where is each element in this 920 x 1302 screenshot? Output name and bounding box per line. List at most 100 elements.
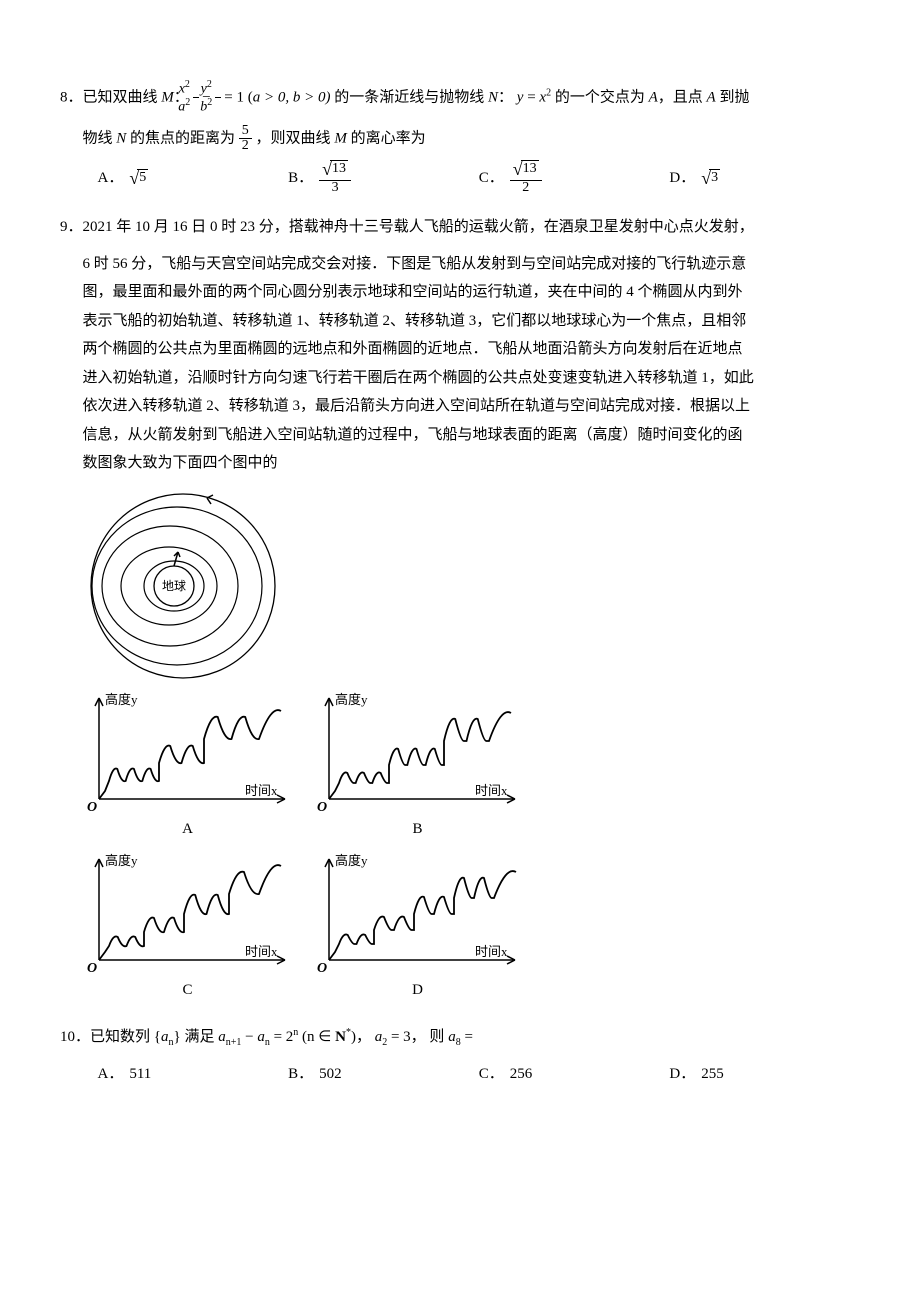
q8-text: ，且点	[658, 89, 707, 105]
fraction-5-2: 52	[239, 124, 252, 154]
chart-label-d: D	[313, 976, 523, 1005]
svg-text:O: O	[317, 800, 327, 815]
q8-text: 已知双曲线	[83, 89, 162, 105]
eq3: = 3	[387, 1029, 410, 1045]
sqrt-5: √5	[129, 169, 148, 187]
N-bold: N	[335, 1029, 346, 1045]
opt-label: C．	[479, 1060, 504, 1089]
svg-text:高度y: 高度y	[335, 692, 368, 707]
q8-stem-line1: 8．已知双曲线 M： x2a2 − y2b2 = 1 (a > 0, b > 0…	[60, 80, 860, 116]
var-A: A	[707, 89, 716, 105]
opt-label: B．	[288, 1060, 313, 1089]
opt-val: 502	[319, 1060, 342, 1089]
q10-option-d[interactable]: D． 255	[669, 1060, 860, 1089]
opt-label: D．	[669, 1060, 695, 1089]
chart-label-a: A	[83, 815, 293, 844]
orbit-diagram: 地球	[83, 486, 283, 686]
q8-text: ：	[498, 89, 513, 105]
eq: =	[270, 1029, 286, 1045]
var-A: A	[649, 89, 658, 105]
opt-label: A．	[98, 164, 124, 193]
svg-text:时间x: 时间x	[245, 783, 278, 798]
q9-line5: 两个椭圆的公共点为里面椭圆的远地点和外面椭圆的近地点．飞船从地面沿箭头方向发射后…	[60, 335, 860, 364]
svg-text:O: O	[317, 961, 327, 976]
q9-line6: 进入初始轨道，沿顺时针方向匀速飞行若干圈后在两个椭圆的公共点处变速变轨进入转移轨…	[60, 364, 860, 393]
chart-d: 高度y 时间x O	[313, 851, 523, 976]
svg-text:高度y: 高度y	[105, 692, 138, 707]
sq: 2	[546, 87, 551, 98]
q10-option-b[interactable]: B． 502	[288, 1060, 479, 1089]
chart-label-c: C	[83, 976, 293, 1005]
var-a: a	[218, 1029, 226, 1045]
chart-label-b: B	[313, 815, 523, 844]
var-a: a	[257, 1029, 265, 1045]
q9-labels-row2: C D	[60, 976, 860, 1005]
num: 5	[239, 124, 252, 140]
var-N: N	[116, 130, 126, 146]
orbit-diagram-container: 地球	[60, 486, 860, 686]
opt-label: B．	[288, 164, 313, 193]
q9-line3: 图，最里面和最外面的两个同心圆分别表示地球和空间站的运行轨道，夹在中间的 4 个…	[60, 278, 860, 307]
q8-text: ，则双曲线	[256, 130, 335, 146]
q10-options: A．511 B． 502 C． 256 D． 255	[60, 1060, 860, 1089]
q8-option-b[interactable]: B． √13 3	[288, 160, 479, 195]
q8-text: 的焦点的距离为	[126, 130, 239, 146]
q10-text: ，	[356, 1029, 371, 1045]
svg-text:地球: 地球	[161, 579, 185, 593]
sqrt-3: √3	[701, 169, 720, 187]
radicand: 5	[137, 169, 148, 185]
eq: =	[523, 89, 539, 105]
chart-c: 高度y时间xO	[83, 851, 293, 976]
q10-number: 10．	[60, 1029, 90, 1045]
fraction-x2-a2: x2a2	[193, 80, 199, 116]
q8-stem-line2: 物线 N 的焦点的距离为 52 ，则双曲线 M 的离心率为	[60, 124, 860, 154]
opt-val: 256	[510, 1060, 533, 1089]
svg-text:时间x: 时间x	[475, 944, 508, 959]
q8-option-c[interactable]: C． √13 2	[479, 160, 670, 195]
den: 2	[239, 139, 252, 154]
chart-b: 高度y 时间x O	[313, 690, 523, 815]
q8-number: 8．	[60, 89, 83, 105]
q9-text: 2021 年 10 月 16 日 0 时 23 分，搭载神舟十三号载人飞船的运载…	[83, 219, 754, 235]
brace-r: }	[173, 1029, 180, 1045]
brace-l: {	[154, 1029, 161, 1045]
svg-text:O: O	[87, 800, 97, 815]
svg-text:时间x: 时间x	[475, 783, 508, 798]
q8-text: 物线	[83, 130, 117, 146]
var-M: M	[334, 130, 347, 146]
q10-text: 已知数列	[90, 1029, 154, 1045]
den: 2	[510, 181, 542, 196]
opt-label: A．	[98, 1060, 124, 1089]
opt-label: C．	[479, 164, 504, 193]
q8-option-d[interactable]: D． √3	[669, 160, 860, 195]
var-a: a	[448, 1029, 456, 1045]
q9-line4: 表示飞船的初始轨道、转移轨道 1、转移轨道 2、转移轨道 3，它们都以地球球心为…	[60, 307, 860, 336]
question-9: 9．2021 年 10 月 16 日 0 时 23 分，搭载神舟十三号载人飞船的…	[60, 213, 860, 1005]
q10-option-c[interactable]: C． 256	[479, 1060, 670, 1089]
minus: −	[241, 1029, 257, 1045]
opt-val: 255	[701, 1060, 724, 1089]
svg-text:O: O	[87, 961, 97, 976]
q10-stem: 10．已知数列 {an} 满足 an+1 − an = 2n (n ∈ N*)，…	[60, 1023, 860, 1052]
eq1: = 1 (	[224, 89, 252, 105]
q9-line2: 6 时 56 分，飞船与天宫空间站完成交会对接．下图是飞船从发射到与空间站完成对…	[60, 250, 860, 279]
q10-text: 满足	[181, 1029, 219, 1045]
q9-charts-row2: 高度y时间xO 高度y时间xO	[60, 851, 860, 976]
q9-line8: 信息，从火箭发射到飞船进入空间站轨道的过程中，飞船与地球表面的距离（高度）随时间…	[60, 421, 860, 450]
cond: a > 0, b > 0)	[253, 89, 331, 105]
q8-option-a[interactable]: A． √5	[98, 160, 289, 195]
q10-option-a[interactable]: A．511	[98, 1060, 289, 1089]
question-8: 8．已知双曲线 M： x2a2 − y2b2 = 1 (a > 0, b > 0…	[60, 80, 860, 195]
q8-text: 的离心率为	[347, 130, 426, 146]
in-N: (n ∈	[302, 1029, 335, 1045]
q9-labels-row1: A B	[60, 815, 860, 844]
q8-text: 到抛	[716, 89, 750, 105]
q9-number: 9．	[60, 219, 83, 235]
question-10: 10．已知数列 {an} 满足 an+1 − an = 2n (n ∈ N*)，…	[60, 1023, 860, 1089]
q9-line7: 依次进入转移轨道 2、转移轨道 3，最后沿箭头方向进入空间站所在轨道与空间站完成…	[60, 392, 860, 421]
sub-n1: n+1	[226, 1037, 242, 1048]
fraction-y2-b2: y2b2	[215, 80, 221, 116]
svg-text:高度y: 高度y	[105, 853, 138, 868]
var-N: N	[488, 89, 498, 105]
svg-text:高度y: 高度y	[335, 853, 368, 868]
